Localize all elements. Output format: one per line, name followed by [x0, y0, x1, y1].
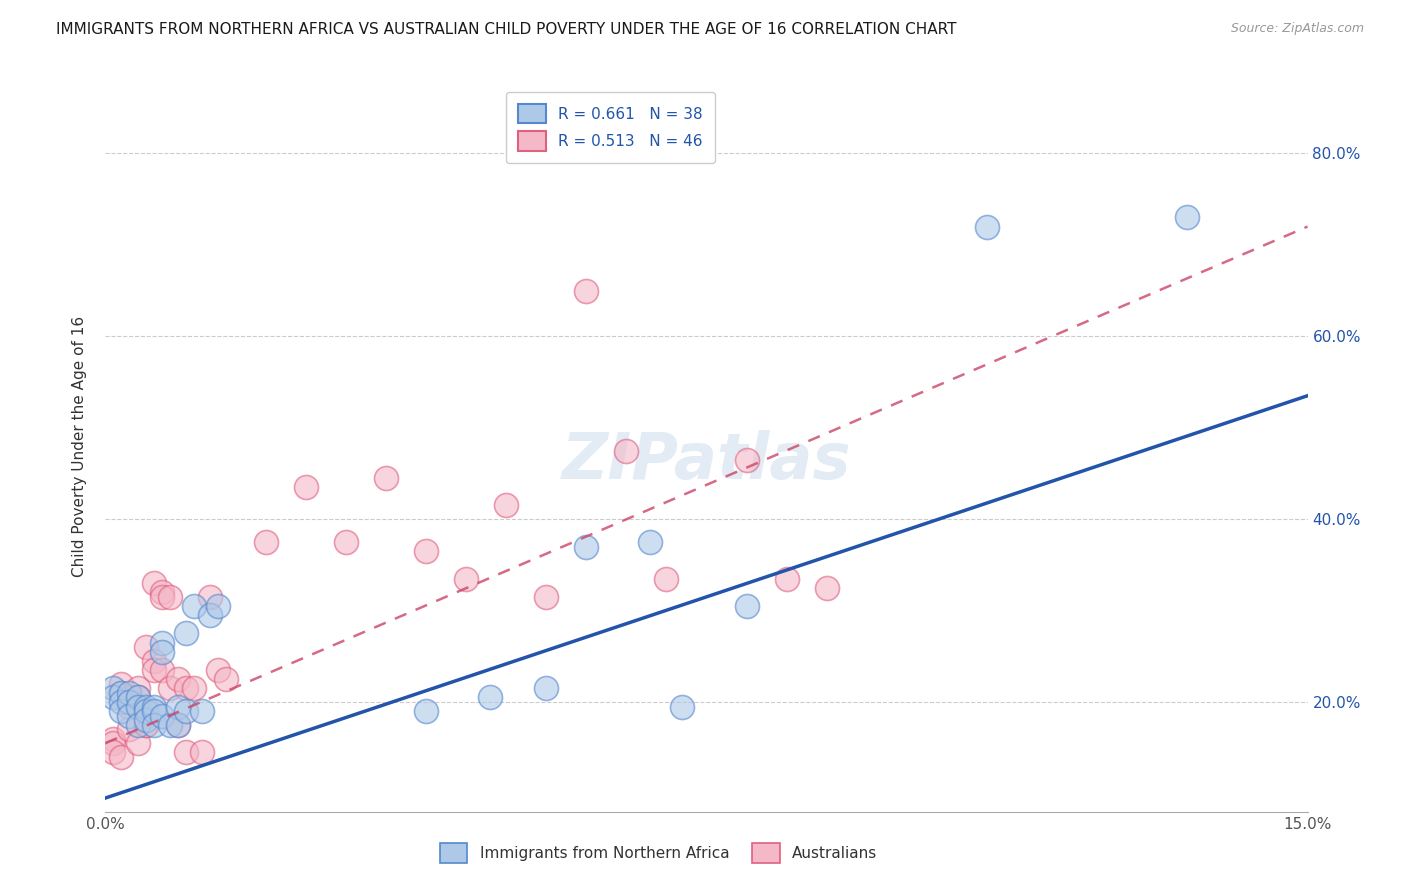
Point [150, 635, 173, 649]
Point [198, 608, 221, 623]
Point [174, 704, 197, 718]
Point [135, 718, 157, 732]
Point [135, 718, 157, 732]
Point [166, 672, 188, 686]
Point [190, 704, 212, 718]
Point [415, 704, 437, 718]
Y-axis label: Child Poverty Under the Age of 16: Child Poverty Under the Age of 16 [72, 316, 87, 576]
Text: ZIPatlas: ZIPatlas [562, 430, 851, 491]
Point [110, 686, 132, 700]
Point [335, 535, 357, 549]
Point [207, 663, 229, 677]
Point [776, 572, 799, 586]
Point [110, 676, 132, 690]
Point [295, 480, 318, 494]
Point [640, 535, 662, 549]
Point [127, 690, 149, 705]
Point [174, 626, 197, 640]
Point [135, 640, 157, 655]
Point [150, 645, 173, 659]
Point [127, 681, 149, 696]
Point [142, 718, 165, 732]
Point [174, 745, 197, 759]
Point [166, 718, 188, 732]
Point [118, 690, 141, 705]
Point [214, 672, 236, 686]
Point [103, 745, 125, 759]
Point [254, 535, 277, 549]
Point [534, 681, 557, 696]
Point [150, 585, 173, 599]
Point [127, 690, 149, 705]
Point [118, 723, 141, 737]
Point [127, 718, 149, 732]
Point [127, 736, 149, 750]
Point [159, 718, 181, 732]
Point [142, 576, 165, 591]
Point [575, 540, 598, 554]
Point [575, 284, 598, 298]
Point [655, 572, 678, 586]
Point [976, 219, 998, 234]
Point [118, 686, 141, 700]
Point [735, 452, 758, 467]
Point [135, 714, 157, 728]
Point [103, 690, 125, 705]
Point [454, 572, 477, 586]
Point [142, 704, 165, 718]
Legend: Immigrants from Northern Africa, Australians: Immigrants from Northern Africa, Austral… [429, 832, 887, 873]
Point [142, 699, 165, 714]
Point [103, 731, 125, 746]
Point [183, 599, 205, 613]
Point [110, 704, 132, 718]
Point [103, 736, 125, 750]
Point [735, 599, 758, 613]
Point [150, 708, 173, 723]
Point [198, 590, 221, 604]
Point [534, 590, 557, 604]
Point [166, 718, 188, 732]
Point [142, 654, 165, 668]
Point [159, 590, 181, 604]
Point [159, 681, 181, 696]
Point [815, 581, 838, 595]
Point [135, 704, 157, 718]
Point [110, 686, 132, 700]
Point [207, 599, 229, 613]
Point [1177, 211, 1199, 225]
Point [183, 681, 205, 696]
Point [671, 699, 693, 714]
Point [374, 471, 398, 485]
Point [174, 681, 197, 696]
Point [495, 499, 517, 513]
Point [127, 699, 149, 714]
Text: IMMIGRANTS FROM NORTHERN AFRICA VS AUSTRALIAN CHILD POVERTY UNDER THE AGE OF 16 : IMMIGRANTS FROM NORTHERN AFRICA VS AUSTR… [56, 22, 956, 37]
Point [142, 663, 165, 677]
Point [415, 544, 437, 558]
Point [150, 590, 173, 604]
Point [190, 745, 212, 759]
Point [616, 443, 638, 458]
Point [110, 749, 132, 764]
Point [118, 695, 141, 709]
Point [166, 699, 188, 714]
Text: Source: ZipAtlas.com: Source: ZipAtlas.com [1230, 22, 1364, 36]
Point [118, 708, 141, 723]
Point [110, 695, 132, 709]
Point [479, 690, 502, 705]
Point [118, 699, 141, 714]
Point [135, 699, 157, 714]
Point [150, 663, 173, 677]
Point [103, 681, 125, 696]
